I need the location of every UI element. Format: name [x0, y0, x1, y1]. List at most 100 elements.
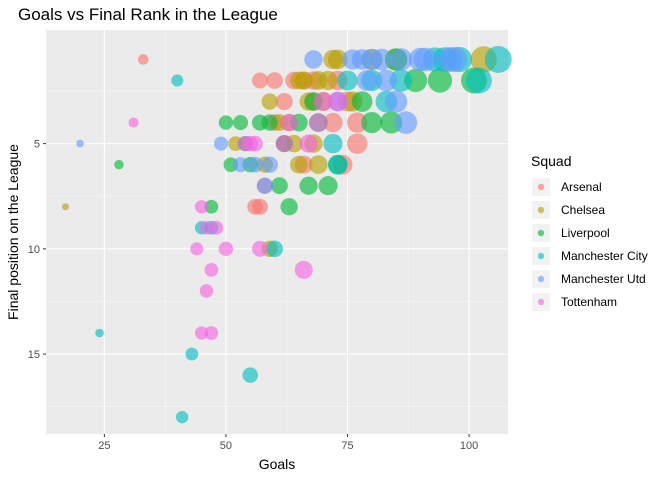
data-point — [299, 134, 318, 153]
data-point — [275, 135, 293, 153]
data-point — [175, 410, 189, 424]
legend-key — [537, 229, 545, 237]
data-point — [442, 46, 467, 72]
legend-label: Chelsea — [561, 203, 605, 217]
legend-label: Arsenal — [561, 180, 602, 194]
legend: Squad Arsenal Chelsea Liverpool Manchester … — [531, 153, 648, 311]
legend-key — [537, 275, 545, 283]
data-point — [247, 156, 263, 173]
major-gridlines — [46, 30, 508, 434]
data-point — [218, 241, 234, 257]
data-point — [261, 93, 278, 110]
data-point — [261, 114, 278, 131]
data-point — [304, 50, 323, 69]
data-point — [190, 242, 204, 256]
data-point — [337, 70, 358, 91]
data-point — [199, 221, 214, 235]
data-point — [394, 111, 418, 134]
x-tick-label: 25 — [98, 440, 110, 452]
data-point — [209, 220, 224, 235]
data-point — [308, 71, 328, 90]
data-point — [256, 177, 273, 194]
data-point — [194, 326, 209, 340]
data-point — [313, 92, 333, 111]
data-point — [356, 70, 378, 91]
data-point — [308, 155, 328, 175]
legend-key — [537, 298, 545, 306]
data-point — [484, 45, 512, 73]
legend-label: Tottenham — [561, 295, 617, 309]
x-tick-label: 50 — [220, 440, 232, 452]
data-point — [232, 115, 249, 131]
data-point — [114, 159, 124, 170]
data-point — [294, 260, 313, 279]
legend-key — [537, 183, 545, 191]
data-point — [318, 176, 338, 196]
legend-label: Manchester Utd — [561, 272, 646, 286]
y-tick-label: 10 — [28, 244, 40, 256]
data-point — [199, 284, 214, 298]
data-point — [375, 69, 398, 92]
data-point — [427, 68, 453, 93]
data-point — [299, 176, 318, 195]
data-point — [327, 154, 348, 175]
data-point — [413, 47, 438, 72]
data-point — [251, 198, 268, 215]
data-point — [171, 74, 184, 87]
data-point — [323, 133, 343, 154]
data-point — [289, 71, 308, 90]
data-point — [270, 177, 288, 195]
data-point — [327, 49, 348, 70]
data-point — [385, 90, 408, 113]
data-point — [251, 72, 268, 89]
data-point — [213, 136, 229, 151]
data-point — [280, 198, 298, 216]
data-point — [137, 54, 149, 65]
data-point — [247, 135, 263, 152]
data-point — [232, 157, 249, 173]
chart-title: Goals vs Final Rank in the League — [18, 5, 278, 24]
data-point — [275, 92, 293, 111]
data-point — [251, 240, 268, 257]
legend-key — [537, 252, 545, 260]
data-point — [389, 48, 413, 71]
data-point — [347, 133, 368, 154]
legend-key — [537, 206, 545, 214]
data-point — [204, 263, 219, 277]
x-tick-label: 100 — [460, 440, 478, 452]
data-point — [351, 91, 373, 112]
legend-label: Liverpool — [561, 226, 610, 240]
data-point — [308, 113, 328, 132]
y-axis-label: Final position on the League — [5, 144, 21, 320]
data-point — [242, 367, 259, 383]
x-axis-label: Goals — [259, 456, 296, 472]
data-point — [361, 112, 383, 134]
data-point — [323, 112, 343, 133]
data-point — [204, 326, 219, 340]
y-axis-ticks: 5 10 15 — [28, 139, 46, 361]
data-point — [61, 203, 69, 211]
scatter-points — [61, 45, 512, 424]
y-tick-label: 5 — [34, 139, 40, 151]
data-point — [185, 347, 199, 361]
legend-title: Squad — [531, 153, 571, 169]
data-point — [204, 199, 219, 214]
data-point — [327, 91, 348, 112]
data-point — [261, 156, 278, 173]
y-tick-label: 15 — [28, 349, 40, 361]
data-point — [347, 112, 368, 133]
data-point — [218, 115, 234, 130]
data-point — [194, 200, 209, 214]
x-axis-ticks: 25 50 75 100 — [98, 434, 478, 452]
legend-label: Manchester City — [561, 249, 648, 263]
data-point — [128, 117, 139, 128]
data-point — [76, 139, 84, 148]
data-point — [465, 67, 492, 94]
data-point — [95, 328, 104, 338]
data-point — [289, 155, 308, 174]
data-point — [266, 72, 283, 89]
data-point — [266, 240, 283, 258]
data-point — [370, 48, 393, 71]
data-point — [280, 113, 298, 132]
